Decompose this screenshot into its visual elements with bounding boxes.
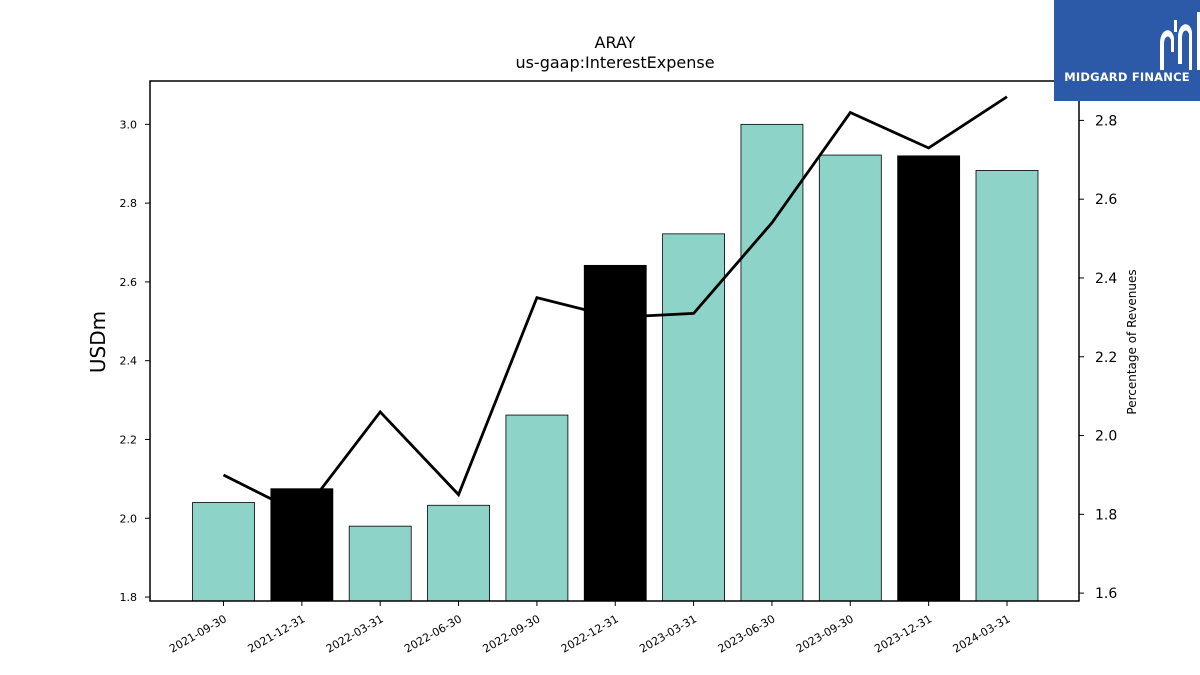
x-tick-label: 2023-09-30 <box>794 612 856 655</box>
y-tick-label: 2.2 <box>120 433 138 446</box>
bar-2023-09-30 <box>818 154 882 602</box>
logo-text: MIDGARD FINANCE <box>1064 70 1190 84</box>
y2-axis-label: Percentage of Revenues <box>1125 269 1139 414</box>
y2-tick-label: 1.6 <box>1095 586 1117 602</box>
bar-2023-06-30 <box>740 123 804 602</box>
x-tick-label: 2022-12-31 <box>559 612 621 655</box>
bar-2022-06-30 <box>427 504 490 602</box>
y-axis-label: USDm <box>86 311 110 373</box>
y2-tick-label: 2.8 <box>1095 113 1117 129</box>
x-tick-label: 2022-09-30 <box>481 612 543 655</box>
bar-2021-09-30 <box>192 502 255 602</box>
y-tick-label: 2.6 <box>120 276 138 289</box>
bar-2024-03-31 <box>975 170 1039 602</box>
y-tick-label: 2.0 <box>120 512 138 525</box>
y-axis-ticks: 1.8 2.0 2.2 2.4 2.6 2.8 3.0 <box>120 118 150 604</box>
line-group <box>222 95 1008 517</box>
x-tick-label: 2021-12-31 <box>245 612 307 655</box>
bar-2022-09-30 <box>505 414 569 602</box>
midgard-finance-logo: MIDGARD FINANCE <box>1054 0 1200 101</box>
bar-2023-03-31 <box>662 233 725 602</box>
logo-mark-icon <box>1160 12 1200 71</box>
bar-2022-12-31 <box>583 264 647 602</box>
bar-group <box>192 123 1039 602</box>
bar-2021-12-31 <box>270 488 334 602</box>
y-tick-label: 1.8 <box>120 591 138 604</box>
x-tick-label: 2021-09-30 <box>167 612 229 655</box>
y-tick-label: 2.8 <box>120 197 138 210</box>
chart-title: ARAY <box>595 33 636 52</box>
y2-axis-ticks: 1.6 1.8 2.0 2.2 2.4 2.6 2.8 <box>1079 113 1117 602</box>
percentage-line <box>222 95 1008 517</box>
x-tick-label: 2023-06-30 <box>716 612 778 655</box>
x-tick-label: 2022-06-30 <box>402 612 464 655</box>
y2-tick-label: 2.0 <box>1095 429 1117 445</box>
chart-subtitle: us-gaap:InterestExpense <box>515 53 714 72</box>
x-tick-label: 2022-03-31 <box>324 612 386 655</box>
y2-tick-label: 2.6 <box>1095 192 1117 208</box>
plot-frame <box>149 80 1080 602</box>
bar-2023-12-31 <box>897 155 961 602</box>
x-tick-label: 2024-03-31 <box>951 612 1013 655</box>
x-tick-label: 2023-03-31 <box>637 612 699 655</box>
y2-tick-label: 2.2 <box>1095 350 1117 366</box>
y2-tick-label: 2.4 <box>1095 271 1117 287</box>
x-axis-ticks: 2021-09-30 2021-12-31 2022-03-31 2022-06-30… <box>167 601 1013 656</box>
bar-2022-03-31 <box>348 525 412 602</box>
y2-tick-label: 1.8 <box>1095 507 1117 523</box>
y-tick-label: 3.0 <box>120 118 138 131</box>
y-tick-label: 2.4 <box>120 355 138 368</box>
x-tick-label: 2023-12-31 <box>872 612 934 655</box>
